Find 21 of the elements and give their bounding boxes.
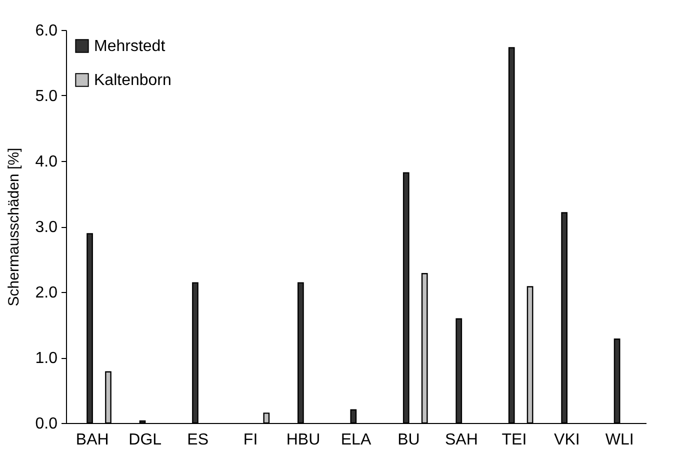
legend-label: Kaltenborn — [94, 72, 172, 89]
y-tick-label: 3.0 — [35, 219, 58, 236]
x-tick-label: TEI — [502, 432, 527, 448]
x-tick-label: VKI — [554, 432, 580, 448]
x-tick-label: SAH — [445, 432, 478, 448]
x-tick-label: BAH — [76, 432, 109, 448]
y-tick-label: 6.0 — [35, 22, 58, 40]
legend-label: Mehrstedt — [94, 38, 166, 55]
x-tick-label: WLI — [605, 432, 634, 448]
y-tick-label: 4.0 — [35, 154, 58, 170]
x-tick-label: HBU — [286, 432, 320, 448]
x-tick-label: FI — [243, 432, 258, 448]
x-tick-label: DGL — [128, 432, 162, 448]
y-tick-label: 2.0 — [35, 284, 58, 302]
y-tick-label: 5.0 — [35, 88, 58, 105]
x-tick-label: ES — [187, 432, 208, 448]
y-tick-label: 0.0 — [35, 416, 58, 432]
y-tick-label: 1.0 — [35, 350, 58, 367]
y-axis-title: Schermausschäden [%] — [5, 148, 22, 306]
x-tick-label: ELA — [340, 432, 372, 448]
x-tick-label: BU — [398, 432, 420, 448]
